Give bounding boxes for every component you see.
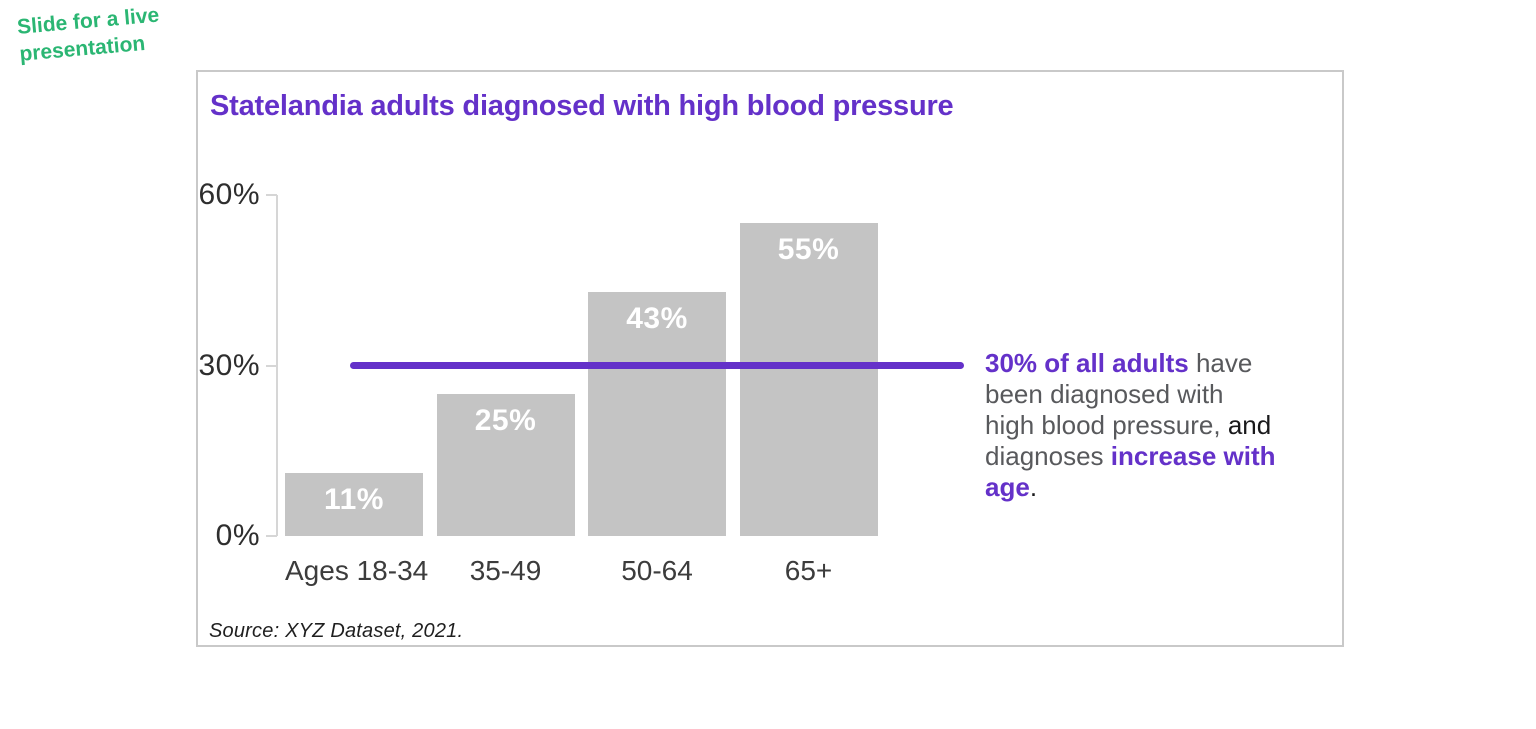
y-tick-mark-30 <box>266 364 277 367</box>
y-axis-line <box>276 195 278 536</box>
bar-value-label: 55% <box>777 233 840 267</box>
annotation-line: age. <box>985 472 1325 503</box>
annotation-line: 30% of all adults have <box>985 348 1325 379</box>
annotation-line: been diagnosed with <box>985 379 1325 410</box>
reference-line-30pct <box>350 362 964 369</box>
y-tick-label-60: 60% <box>198 178 260 211</box>
annotation-run: have <box>1188 348 1253 378</box>
x-tick-label-50-64: 50-64 <box>621 555 693 586</box>
annotation-run: increase with <box>1110 441 1276 471</box>
y-tick-label-0: 0% <box>215 519 260 552</box>
annotation-run: high blood pressure, <box>985 410 1221 440</box>
annotation-run: been diagnosed with <box>985 379 1224 409</box>
bar-65+: 55% <box>739 223 878 536</box>
x-tick-label-65+: 65+ <box>784 555 833 586</box>
chart-card: Statelandia adults diagnosed with high b… <box>196 70 1344 647</box>
source-note: Source: XYZ Dataset, 2021. <box>209 620 464 642</box>
annotation-run: diagnoses <box>985 441 1111 471</box>
x-tick-label-35-49: 35-49 <box>469 555 542 586</box>
bar-value-label: 25% <box>474 403 537 437</box>
bar-value-label: 43% <box>626 301 688 335</box>
annotation-run: and <box>1220 410 1272 440</box>
bar-value-label: 11% <box>324 483 384 517</box>
bar-Ages 18-34: 11% <box>285 473 423 536</box>
annotation-line: high blood pressure, and <box>985 410 1325 441</box>
annotation-line: diagnoses increase with <box>985 441 1325 472</box>
annotation-run: 30% of all adults <box>985 348 1189 378</box>
bar-50-64: 43% <box>588 291 726 536</box>
annotation-run: age <box>985 472 1030 502</box>
x-tick-label-Ages 18-34: Ages 18-34 <box>285 555 429 586</box>
presentation-note: Slide for a live presentation <box>16 2 163 68</box>
y-tick-mark-0 <box>266 535 277 537</box>
bar-35-49: 25% <box>436 393 575 536</box>
annotation: 30% of all adults have been diagnosed wit… <box>985 348 1325 503</box>
annotation-run: . <box>1029 472 1038 502</box>
y-tick-mark-60 <box>266 194 277 196</box>
chart-title: Statelandia adults diagnosed with high b… <box>210 90 954 122</box>
y-tick-label-30: 30% <box>198 348 260 382</box>
